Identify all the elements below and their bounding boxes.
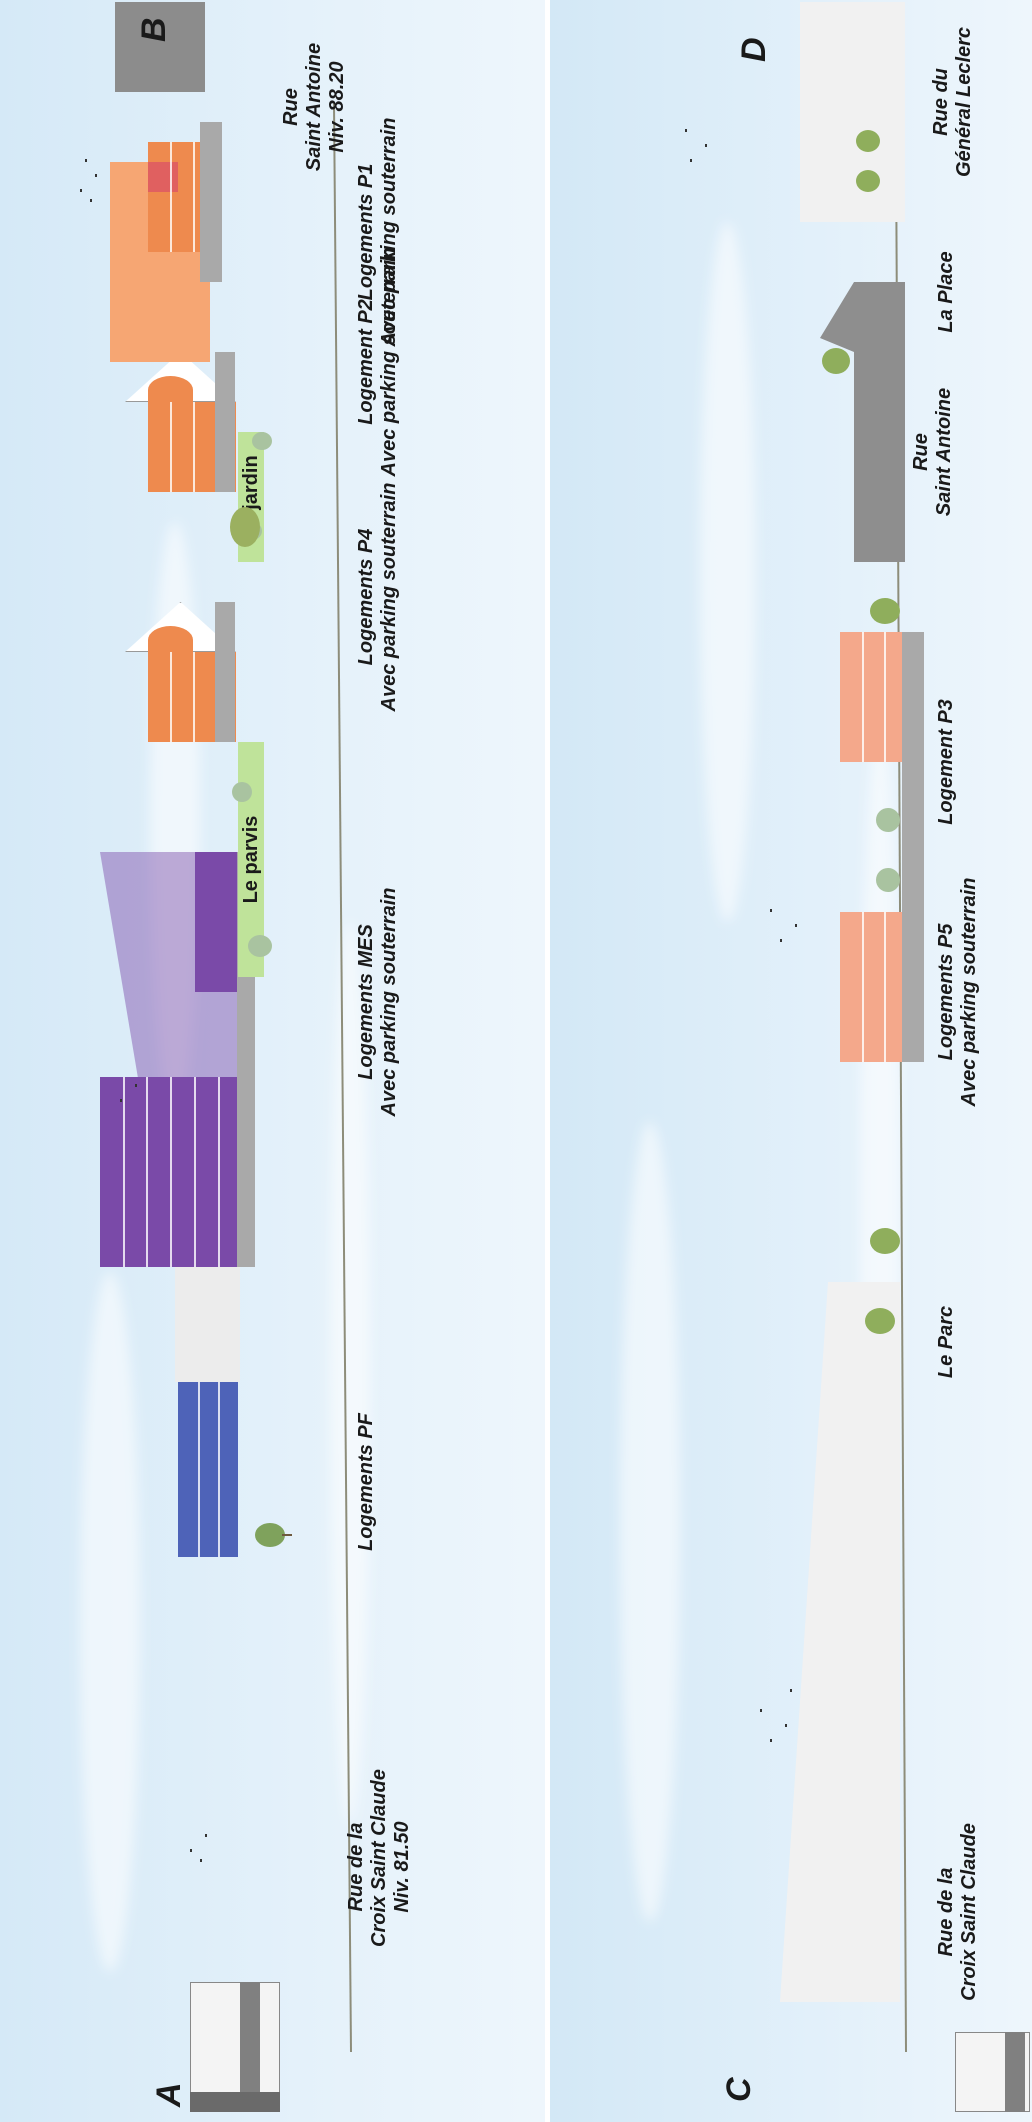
section-letter-b: B: [135, 17, 174, 42]
street-label-mid-bottom: Rue Saint Antoine: [910, 372, 956, 532]
building-pf: [178, 1367, 238, 1557]
section-letter-a: A: [150, 2082, 189, 2107]
street-label-end-top: Rue Saint Antoine Niv. 88.20: [280, 7, 349, 207]
building-p3-base: [902, 632, 924, 762]
building-p5: [840, 912, 905, 1062]
street-label-start-top: Rue de la Croix Saint Claude Niv. 81.50: [345, 1787, 414, 1947]
building-p3: [840, 632, 905, 762]
section-letter-d: D: [735, 37, 774, 62]
section-letter-c: C: [720, 2077, 759, 2102]
building-label-p5: Logements P5 Avec parking souterrain: [935, 862, 981, 1122]
place-label: La Place: [935, 232, 958, 352]
building-mes-wing: [195, 852, 240, 992]
building-label-p4: Logements P4 Avec parking souterrain: [355, 467, 401, 727]
building-label-p1: Logements P1 Avec parking souterrain: [355, 102, 401, 362]
building-label-mes: Logements MES Avec parking souterrain: [355, 872, 401, 1132]
underground-parking: [902, 762, 924, 912]
street-label-end-bottom: Rue du Général Leclerc: [930, 2, 976, 202]
park-label: Le Parc: [935, 1282, 958, 1402]
street-label-start-bottom: Rue de la Croix Saint Claude: [935, 1822, 981, 2002]
place-plaza: [800, 2, 905, 222]
building-p5-base: [902, 912, 924, 1062]
building-label-p3: Logement P3: [935, 682, 958, 842]
sky-background-top: [0, 0, 545, 2122]
edge-building-right-top: [115, 2, 205, 92]
building-label-pf: Logements PF: [355, 1392, 378, 1572]
